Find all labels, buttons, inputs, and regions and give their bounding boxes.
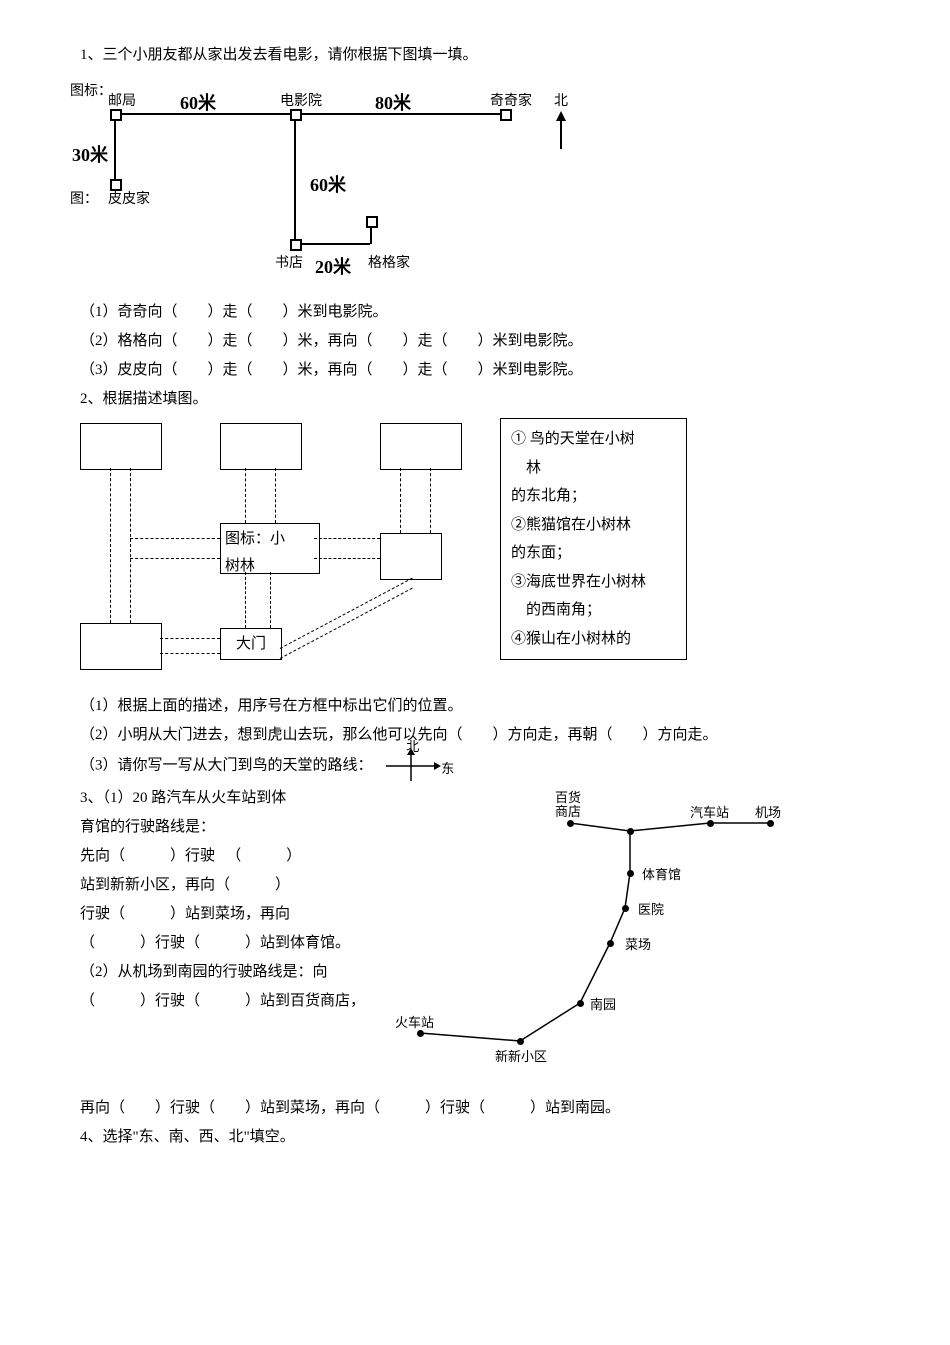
post-label: 邮局 bbox=[108, 89, 136, 114]
d1b: 林 bbox=[511, 454, 676, 483]
d20: 20米 bbox=[315, 251, 351, 283]
box-center: 图标：小 树林 bbox=[220, 523, 320, 574]
q2-s1: （1）根据上面的描述，用序号在方框中标出它们的位置。 bbox=[80, 693, 870, 720]
edge-post-pipi bbox=[114, 119, 116, 179]
dash-n-c2 bbox=[275, 468, 276, 523]
stop-xinxin bbox=[517, 1038, 524, 1045]
bookstore-label: 书店 bbox=[275, 251, 303, 276]
q3-left: 3、（1）20 路汽车从火车站到体 育馆的行驶路线是： 先向（ ）行驶 （ ） … bbox=[80, 783, 380, 1017]
q1-s1: （1）奇奇向（ ）走（ ）米到电影院。 bbox=[80, 299, 870, 326]
stop-yiyuan bbox=[622, 905, 629, 912]
q3-l5: （2）从机场到南园的行驶路线是：向 bbox=[80, 959, 380, 986]
dash-n-c1 bbox=[245, 468, 246, 523]
dash-c-gate1 bbox=[245, 572, 246, 628]
cinema-label: 电影院 bbox=[280, 89, 322, 114]
center-b: 树林 bbox=[225, 558, 255, 574]
q3-l3: 行驶（ ）站到菜场，再向 bbox=[80, 901, 380, 928]
lbl-xinxin: 新新小区 bbox=[495, 1045, 547, 1068]
q2-s3-text: （3）请你写一写从大门到鸟的天堂的路线： bbox=[80, 757, 373, 773]
gate-label: 大门 bbox=[236, 636, 266, 652]
q2-s3: （3）请你写一写从大门到鸟的天堂的路线： 北 东 bbox=[80, 751, 870, 781]
q3-l2: 站到新新小区，再向（ ） bbox=[80, 872, 380, 899]
box-sw bbox=[80, 623, 162, 670]
dash-c-e2 bbox=[314, 558, 380, 559]
stop-baihuo bbox=[567, 820, 574, 827]
box-nw bbox=[80, 423, 162, 470]
q3-l4: （ ）行驶（ ）站到体育馆。 bbox=[80, 930, 380, 957]
edge-cinema-bookstore bbox=[294, 119, 296, 239]
d80: 80米 bbox=[375, 87, 411, 119]
bookstore-node bbox=[290, 239, 302, 251]
q3-title-a: 3、（1）20 路汽车从火车站到体 bbox=[80, 785, 380, 812]
q3-l6: （ ）行驶（ ）站到百货商店， bbox=[80, 988, 380, 1015]
box-e bbox=[380, 533, 442, 580]
q3-map: 火车站 新新小区 南园 菜场 医院 体育馆 百货商店 汽车站 机场 bbox=[380, 783, 810, 1093]
dash-gate-e1 bbox=[280, 578, 413, 649]
lbl-yiyuan: 医院 bbox=[638, 898, 664, 921]
d60a: 60米 bbox=[180, 87, 216, 119]
lbl-jichang: 机场 bbox=[755, 801, 781, 824]
q3-wrap: 3、（1）20 路汽车从火车站到体 育馆的行驶路线是： 先向（ ）行驶 （ ） … bbox=[80, 783, 870, 1093]
box-ne bbox=[380, 423, 462, 470]
d1: ① 鸟的天堂在小树 bbox=[511, 425, 676, 454]
q1-s3: （3）皮皮向（ ）走（ ）米，再向（ ）走（ ）米到电影院。 bbox=[80, 357, 870, 384]
lbl-nanyuan: 南园 bbox=[590, 993, 616, 1016]
dash-ne-e1 bbox=[400, 468, 401, 533]
lbl-caichang: 菜场 bbox=[625, 933, 651, 956]
d1c: 的东北角； bbox=[511, 482, 676, 511]
dash-nw-sw2 bbox=[130, 468, 131, 623]
legend-label: 图标： bbox=[70, 79, 112, 104]
q1-s2: （2）格格向（ ）走（ ）米，再向（ ）走（ ）米到电影院。 bbox=[80, 328, 870, 355]
gege-label: 格格家 bbox=[368, 251, 410, 276]
dash-ne-e2 bbox=[430, 468, 431, 533]
lbl-huoche: 火车站 bbox=[395, 1011, 434, 1034]
q2-title: 2、根据描述填图。 bbox=[80, 386, 870, 413]
dash-w-c1 bbox=[130, 538, 220, 539]
stop-caichang bbox=[607, 940, 614, 947]
lbl-tiyu: 体育馆 bbox=[642, 863, 681, 886]
stop-top bbox=[627, 828, 634, 835]
d3: ③海底世界在小树林 bbox=[511, 568, 676, 597]
box-n bbox=[220, 423, 302, 470]
q2-diagram: 图标：小 树林 大门 ① 鸟的天堂在小树 林 的东北角； ②熊猫馆在小树林 的东… bbox=[80, 423, 830, 683]
desc-box: ① 鸟的天堂在小树 林 的东北角； ②熊猫馆在小树林 的东面； ③海底世界在小树… bbox=[500, 418, 687, 660]
q2-s2: （2）小明从大门进去，想到虎山去玩，那么他可以先向（ ）方向走，再朝（ ）方向走… bbox=[80, 722, 870, 749]
tu-label: 图： bbox=[70, 187, 98, 212]
stop-tiyu bbox=[627, 870, 634, 877]
center-a: 图标：小 bbox=[225, 531, 285, 547]
dash-c-gate2 bbox=[270, 572, 271, 628]
box-gate: 大门 bbox=[220, 628, 282, 660]
lbl-qiche: 汽车站 bbox=[690, 801, 729, 824]
dash-c-e1 bbox=[314, 538, 380, 539]
gege-node bbox=[366, 216, 378, 228]
q1-diagram: 图标： 邮局 电影院 奇奇家 60米 80米 北 30米 图： 皮皮家 60米 … bbox=[80, 79, 640, 289]
north-label: 北 bbox=[554, 89, 568, 114]
q3-l1: 先向（ ）行驶 （ ） bbox=[80, 843, 380, 870]
d3b: 的西南角； bbox=[511, 596, 676, 625]
dash-sw-gate1 bbox=[160, 638, 220, 639]
q1-title: 1、三个小朋友都从家出发去看电影，请你根据下图填一填。 bbox=[80, 42, 870, 69]
q4-title: 4、选择"东、南、西、北"填空。 bbox=[80, 1124, 870, 1151]
q3-title-b: 育馆的行驶路线是： bbox=[80, 814, 380, 841]
pipi-label: 皮皮家 bbox=[108, 187, 150, 212]
qiqi-label: 奇奇家 bbox=[490, 89, 532, 114]
dash-gate-e2 bbox=[280, 588, 413, 659]
north-line bbox=[560, 119, 562, 149]
stop-nanyuan bbox=[577, 1000, 584, 1007]
d2: ②熊猫馆在小树林 bbox=[511, 511, 676, 540]
dash-nw-sw bbox=[110, 468, 111, 623]
d30: 30米 bbox=[72, 139, 108, 171]
d4: ④猴山在小树林的 bbox=[511, 625, 676, 654]
dash-sw-gate2 bbox=[160, 653, 220, 654]
edge-bookstore-gege bbox=[300, 243, 370, 245]
d2b: 的东面； bbox=[511, 539, 676, 568]
d60b: 60米 bbox=[310, 169, 346, 201]
lbl-baihuo: 百货商店 bbox=[555, 791, 581, 820]
dash-w-c2 bbox=[130, 558, 220, 559]
q3-l7: 再向（ ）行驶（ ）站到菜场，再向（ ）行驶（ ）站到南园。 bbox=[80, 1095, 870, 1122]
